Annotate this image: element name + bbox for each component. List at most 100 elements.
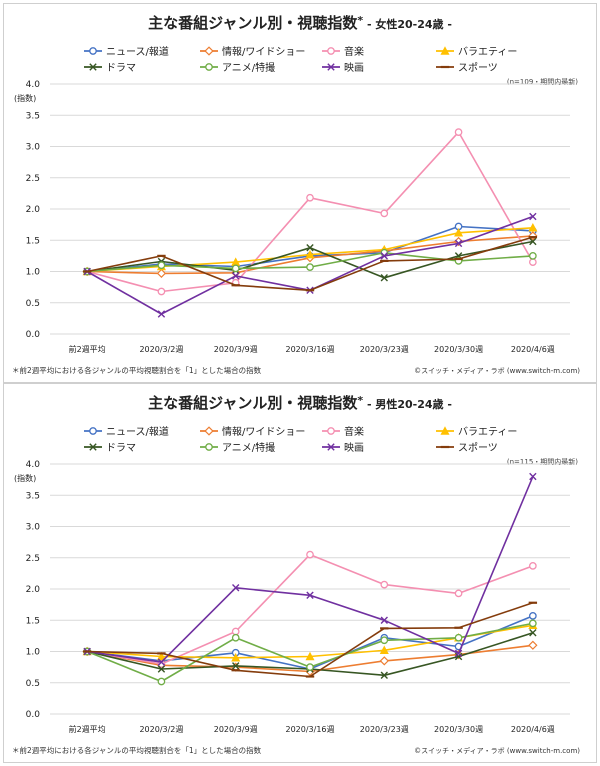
chart-title: 主な番組ジャンル別・視聴指数* - 男性20-24歳 - bbox=[148, 394, 452, 412]
chart-title-text: 主な番組ジャンル別・視聴指数 bbox=[148, 14, 358, 32]
y-tick-label: 2.0 bbox=[26, 585, 41, 595]
credit: ©スイッチ・メディア・ラボ (www.switch-m.com) bbox=[414, 746, 580, 755]
legend-marker bbox=[327, 443, 335, 451]
x-tick-label: 前2週平均 bbox=[69, 344, 106, 354]
data-point bbox=[157, 310, 166, 318]
y-axis-label: (指数) bbox=[14, 93, 36, 103]
data-point bbox=[157, 261, 166, 270]
line-chart-female: 主な番組ジャンル別・視聴指数* - 女性20-24歳 - ニュース/報道 情報/ワイ… bbox=[12, 14, 580, 375]
data-point bbox=[529, 472, 537, 481]
legend-item: ニュース/報道 bbox=[84, 425, 169, 438]
data-point bbox=[529, 562, 537, 570]
legend-label: 映画 bbox=[344, 62, 364, 74]
y-tick-label: 0.5 bbox=[26, 679, 40, 689]
data-point bbox=[380, 209, 389, 218]
data-point bbox=[380, 616, 388, 624]
data-point bbox=[306, 263, 314, 271]
data-point bbox=[529, 612, 537, 620]
legend-item: アニメ/特撮 bbox=[200, 441, 275, 454]
data-point bbox=[529, 252, 537, 260]
data-point bbox=[454, 649, 463, 658]
legend-item: バラエティー bbox=[436, 46, 517, 58]
legend-label: スポーツ bbox=[458, 442, 498, 454]
legend-marker bbox=[205, 63, 213, 71]
data-point bbox=[380, 636, 389, 645]
legend-label: ニュース/報道 bbox=[106, 45, 169, 58]
data-point bbox=[231, 264, 240, 273]
series-line bbox=[86, 553, 534, 665]
legend-label: アニメ/特撮 bbox=[222, 441, 275, 454]
series-line bbox=[86, 476, 534, 663]
data-point bbox=[454, 239, 463, 248]
data-point bbox=[380, 274, 388, 282]
y-tick-label: 3.0 bbox=[26, 143, 41, 153]
data-point bbox=[157, 665, 166, 673]
data-point bbox=[529, 629, 537, 637]
x-tick-label: 2020/3/16週 bbox=[285, 725, 334, 734]
chart-title: 主な番組ジャンル別・視聴指数* - 女性20-24歳 - bbox=[148, 14, 452, 32]
series-アニメ/特撮 bbox=[83, 248, 537, 276]
legend-label: 情報/ワイドショー bbox=[222, 45, 305, 58]
chart-subtitle: - 女性20-24歳 - bbox=[363, 17, 452, 31]
legend-item: ドラマ bbox=[84, 62, 136, 74]
data-point bbox=[156, 651, 166, 661]
x-tick-label: 2020/3/9週 bbox=[214, 345, 258, 354]
sample-note: (n=115・期間内最新) bbox=[507, 457, 578, 466]
x-tick-label: 2020/3/23週 bbox=[360, 725, 409, 734]
data-point bbox=[454, 652, 463, 661]
x-tick-label: 2020/3/9週 bbox=[214, 725, 258, 734]
data-point bbox=[157, 658, 166, 666]
legend-marker bbox=[204, 426, 214, 436]
legend-label: 映画 bbox=[344, 442, 364, 454]
legend-marker bbox=[440, 46, 450, 55]
legend-item: バラエティー bbox=[436, 426, 517, 438]
data-point bbox=[306, 591, 314, 599]
x-tick-label: 2020/4/6週 bbox=[511, 345, 555, 354]
legend-label: アニメ/特撮 bbox=[222, 61, 275, 74]
legend-marker bbox=[205, 443, 213, 451]
sample-note: (n=109・期間内最新) bbox=[507, 77, 578, 86]
legend-marker bbox=[89, 63, 97, 71]
series-スポーツ bbox=[82, 601, 538, 678]
legend-label: バラエティー bbox=[458, 426, 517, 438]
legend-marker bbox=[204, 46, 214, 56]
x-tick-label: 2020/3/30週 bbox=[434, 345, 483, 354]
y-tick-label: 2.5 bbox=[26, 554, 40, 564]
data-point bbox=[232, 584, 240, 592]
x-tick-label: 2020/3/2週 bbox=[139, 725, 183, 734]
data-point bbox=[380, 252, 388, 260]
legend-marker bbox=[327, 427, 335, 435]
data-point bbox=[454, 589, 463, 598]
legend-marker bbox=[89, 47, 97, 55]
data-point bbox=[231, 633, 240, 642]
x-tick-label: 2020/3/23週 bbox=[360, 345, 409, 354]
legend-label: ニュース/報道 bbox=[106, 425, 169, 438]
data-point bbox=[529, 212, 537, 221]
chart-title-mark: * bbox=[357, 14, 363, 27]
data-point bbox=[380, 671, 388, 679]
legend-label: 音楽 bbox=[344, 425, 364, 438]
data-point bbox=[231, 652, 241, 662]
y-tick-label: 4.0 bbox=[26, 460, 41, 470]
y-tick-label: 2.5 bbox=[26, 174, 40, 184]
y-tick-label: 1.0 bbox=[26, 268, 41, 278]
y-tick-label: 4.0 bbox=[26, 80, 41, 90]
data-point bbox=[454, 227, 464, 237]
data-point bbox=[232, 272, 240, 280]
y-tick-label: 2.0 bbox=[26, 205, 41, 215]
data-point bbox=[528, 222, 538, 232]
credit: ©スイッチ・メディア・ラボ (www.switch-m.com) bbox=[414, 366, 580, 375]
legend-label: 音楽 bbox=[344, 45, 364, 58]
x-tick-label: 前2週平均 bbox=[69, 724, 106, 734]
y-tick-label: 1.5 bbox=[26, 236, 40, 246]
y-tick-label: 0.5 bbox=[26, 299, 40, 309]
chart-panel-male: 主な番組ジャンル別・視聴指数* - 男性20-24歳 - ニュース/報道 情報/ワイ… bbox=[3, 383, 597, 763]
legend-item: 音楽 bbox=[322, 45, 364, 58]
data-point bbox=[305, 249, 315, 259]
data-point bbox=[306, 244, 314, 252]
data-point bbox=[379, 656, 389, 666]
legend-item: 情報/ワイドショー bbox=[200, 45, 305, 58]
data-point bbox=[306, 193, 314, 202]
legend-label: 情報/ワイドショー bbox=[222, 425, 305, 438]
y-tick-label: 0.0 bbox=[26, 710, 41, 720]
